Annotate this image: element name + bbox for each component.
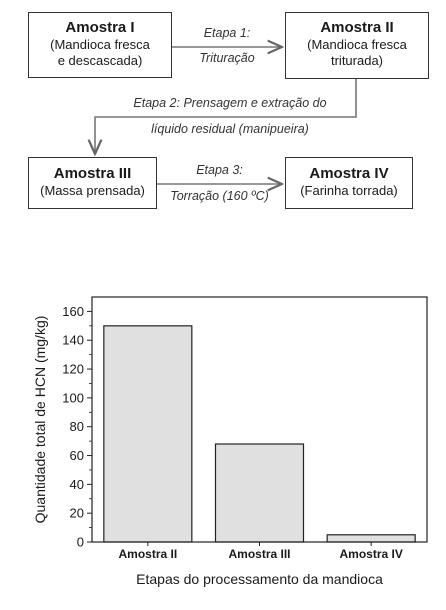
- box-desc: (Mandioca fresca: [307, 37, 407, 52]
- box-desc: (Massa prensada): [40, 183, 145, 198]
- y-axis-label: Quantidade total de HCN (mg/kg): [32, 316, 48, 524]
- y-tick-label: 140: [62, 333, 84, 348]
- step-1-label-line1: Etapa 1:: [203, 26, 251, 40]
- box-title: Amostra I: [65, 19, 135, 36]
- box-desc: e descascada): [57, 53, 143, 68]
- bar: [214, 443, 305, 543]
- step-3-label-line1: Etapa 3:: [196, 163, 243, 177]
- y-tick-label: 80: [70, 419, 84, 434]
- box-amostra-2: Amostra II (Mandioca fresca triturada): [285, 12, 429, 79]
- x-tick-label: Amostra II: [118, 547, 177, 561]
- box-amostra-3: Amostra III (Massa prensada): [28, 157, 157, 209]
- y-tick-label: 160: [62, 304, 84, 319]
- box-desc: triturada): [330, 53, 384, 68]
- plot-frame: [91, 296, 428, 543]
- y-tick-label: 0: [77, 535, 84, 550]
- box-title: Amostra III: [53, 165, 132, 182]
- box-desc: (Mandioca fresca: [50, 37, 150, 52]
- step-3-label-line2: Torração (160 ºC): [170, 189, 269, 203]
- bar: [103, 325, 193, 543]
- step-2-label-line2: líquido residual (manipueira): [151, 122, 309, 136]
- y-tick-label: 60: [70, 448, 84, 463]
- flow-arrows: [0, 0, 357, 200]
- step-1-label-line2: Trituração: [199, 51, 255, 65]
- y-tick-label: 40: [70, 477, 84, 492]
- y-tick-label: 20: [70, 506, 84, 521]
- box-title: Amostra IV: [309, 165, 389, 182]
- box-title: Amostra II: [320, 19, 394, 36]
- y-tick-label: 100: [62, 390, 84, 405]
- box-amostra-4: Amostra IV (Farinha torrada): [285, 157, 413, 209]
- x-tick-label: Amostra III: [228, 547, 290, 561]
- x-axis-label: Etapas do processamento da mandioca: [136, 571, 383, 587]
- box-amostra-1: Amostra I (Mandioca fresca e descascada): [28, 12, 172, 78]
- hcn-bar-chart: Amostra II Amostra III Amostra IV 0 20 40 60 80…: [32, 296, 428, 587]
- box-desc: (Farinha torrada): [300, 183, 398, 198]
- arrow-step-2: [95, 79, 357, 154]
- x-tick-label: Amostra IV: [339, 547, 402, 561]
- step-2-label-line1: Etapa 2: Prensagem e extração do: [133, 96, 327, 110]
- y-tick-label: 120: [62, 362, 84, 377]
- bar: [326, 534, 416, 543]
